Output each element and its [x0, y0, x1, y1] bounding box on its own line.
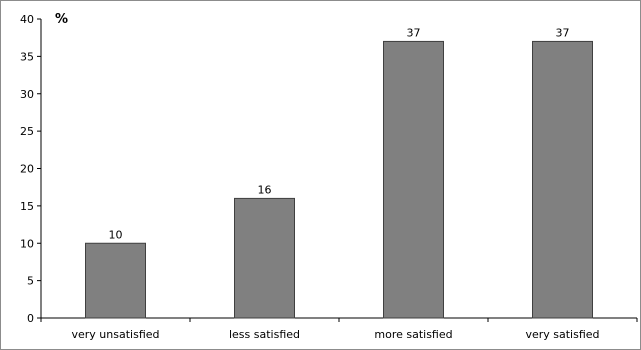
data-label: 16 [258, 183, 272, 196]
bar [234, 197, 295, 319]
y-tick-label: 35 [20, 50, 34, 63]
bar [383, 40, 444, 319]
bar [532, 40, 593, 319]
x-category-label: very satisfied [525, 328, 599, 341]
x-category-label: less satisfied [229, 328, 300, 341]
y-tick-label: 10 [20, 237, 34, 250]
y-tick-label: 20 [20, 163, 34, 176]
x-category-label: more satisfied [374, 328, 452, 341]
y-tick-label: 15 [20, 200, 34, 213]
data-label: 10 [109, 228, 123, 241]
data-label: 37 [407, 26, 421, 39]
x-category-label: very unsatisfied [72, 328, 160, 341]
y-tick-label: 25 [20, 125, 34, 138]
y-tick-label: 30 [20, 88, 34, 101]
y-tick-label: 0 [27, 312, 34, 325]
data-label: 37 [556, 26, 570, 39]
bar [85, 242, 146, 319]
y-tick-label: 40 [20, 13, 34, 26]
chart-bars [85, 40, 593, 319]
y-axis-unit-label: % [55, 12, 68, 27]
chart-labels: 10 very unsatisfied 16 less satisfied 37 more… [72, 26, 600, 341]
y-tick-label: 5 [27, 275, 34, 288]
